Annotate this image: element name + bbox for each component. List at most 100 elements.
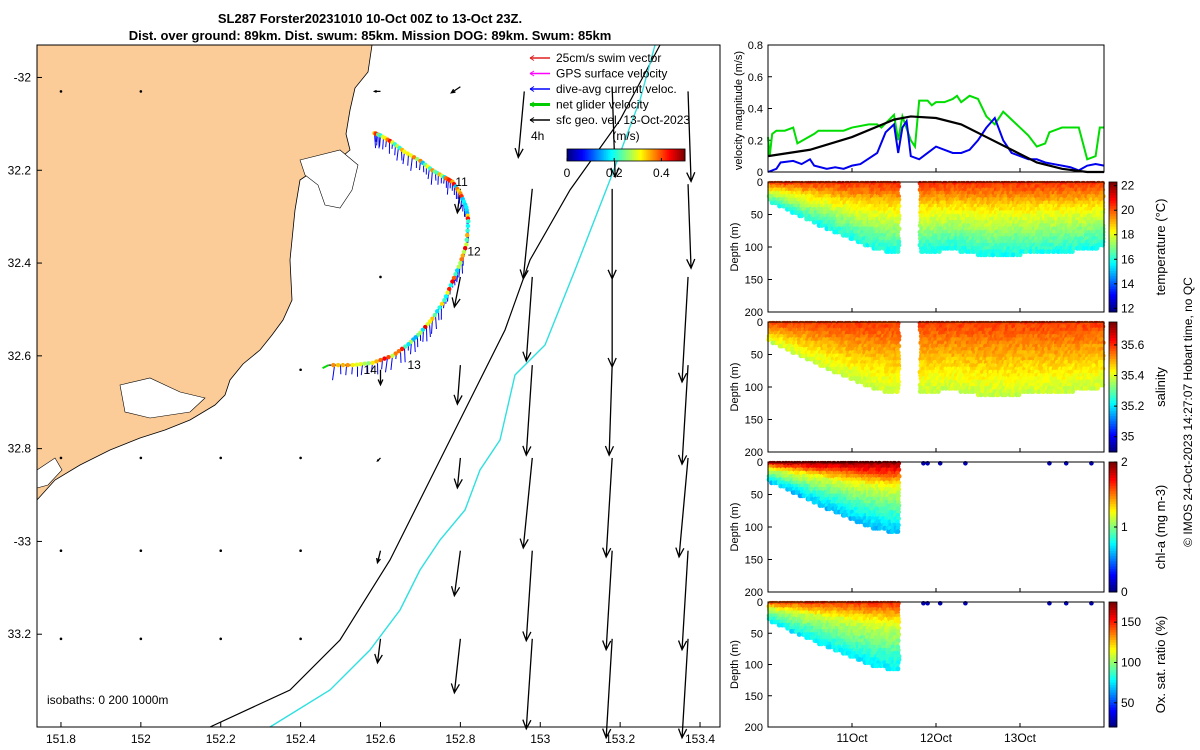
track-velocity-dot xyxy=(370,360,375,366)
map-colorbar-segment xyxy=(653,149,656,161)
map-colorbar-segment xyxy=(679,149,682,161)
geo-velocity-arrow xyxy=(299,456,302,460)
geo-velocity-arrow xyxy=(686,91,696,183)
geo-velocity-arrow xyxy=(59,637,63,641)
colorbar-tick-label: 16 xyxy=(1121,252,1135,266)
map-colorbar-segment xyxy=(627,149,631,161)
coastal-lake xyxy=(119,377,206,419)
map-colorbar-segment xyxy=(669,149,672,161)
map-colorbar-segment xyxy=(626,149,629,161)
track-velocity-dot xyxy=(453,271,458,277)
legend-arrowhead xyxy=(529,117,535,123)
track-velocity-dot xyxy=(435,309,440,314)
map-colorbar-segment xyxy=(657,149,660,161)
geo-velocity-arrow xyxy=(607,276,617,369)
map-colorbar-segment xyxy=(659,149,662,161)
geo-velocity-arrow xyxy=(374,638,383,665)
map-colorbar-segment xyxy=(594,149,597,161)
colorbar-tick-label: 20 xyxy=(1121,203,1135,217)
map-colorbar-segment xyxy=(610,149,613,161)
profile-dot xyxy=(894,389,900,394)
colorbar-segment xyxy=(1109,228,1117,232)
map-colorbar-segment xyxy=(651,149,655,161)
map-x-tick-label: 152.8 xyxy=(445,732,475,746)
dive-avg-current-vector xyxy=(390,355,393,370)
profile-dot xyxy=(1010,252,1016,258)
track-velocity-dot xyxy=(439,301,445,307)
colorbar-segment xyxy=(1109,301,1117,305)
velocity-y-tick-label: 0 xyxy=(757,167,763,179)
track-velocity-dot xyxy=(442,297,447,303)
geo-velocity-arrow xyxy=(519,457,533,550)
map-colorbar-segment xyxy=(582,149,586,161)
colorbar-segment xyxy=(1109,293,1117,297)
track-velocity-dot xyxy=(458,260,463,266)
map-colorbar-segment xyxy=(616,149,619,161)
map-colorbar-segment xyxy=(608,149,611,161)
coastline-land xyxy=(36,44,373,502)
track-velocity-dot xyxy=(443,294,449,299)
colorbar-segment xyxy=(1109,296,1117,300)
figure-title-line1: SL287 Forster20231010 10-Oct 00Z to 13-O… xyxy=(217,11,523,26)
colorbar-tick-label: 22 xyxy=(1121,179,1135,193)
profile-dot xyxy=(799,213,805,219)
geo-velocity-arrow xyxy=(522,365,533,457)
track-velocity-dot xyxy=(448,283,453,288)
velocity-y-tick-label: 0.8 xyxy=(748,40,763,52)
geo-velocity-arrow xyxy=(139,637,143,641)
map-x-tick-label: 153.2 xyxy=(605,732,635,746)
map-x-tick-label: 151.8 xyxy=(46,732,76,746)
map-colorbar-segment xyxy=(663,149,666,161)
profile-dot xyxy=(983,252,989,258)
profile-dot xyxy=(933,249,939,254)
map-colorbar-segment xyxy=(584,149,588,161)
coastal-lake xyxy=(299,149,359,209)
map-colorbar-segment xyxy=(588,149,592,161)
map-x-tick-label: 153 xyxy=(530,732,550,746)
dive-avg-current-vector xyxy=(431,318,433,334)
geo-velocity-arrow xyxy=(604,365,615,457)
colorbar-segment xyxy=(1109,215,1117,219)
map-colorbar-segment xyxy=(641,149,645,161)
colorbar-segment xyxy=(1109,283,1117,287)
geo-velocity-arrow xyxy=(377,369,384,387)
map-colorbar-segment xyxy=(681,149,684,161)
profile-dot xyxy=(1046,249,1052,254)
day-label: 14 xyxy=(364,363,378,377)
profile-dot xyxy=(794,210,800,215)
geo-velocity-arrow xyxy=(602,638,613,740)
geo-velocity-arrow xyxy=(677,365,689,466)
geo-velocity-arrow xyxy=(522,276,533,363)
profile-dot xyxy=(1071,245,1077,251)
map-colorbar-segment xyxy=(629,149,633,161)
track-velocity-dot xyxy=(390,353,395,359)
geo-velocity-arrow xyxy=(139,90,143,93)
map-y-tick-label: 32.8 xyxy=(8,442,32,456)
geo-velocity-arrow xyxy=(219,637,223,641)
map-colorbar-segment xyxy=(649,149,653,161)
track-velocity-dot xyxy=(382,356,387,361)
geo-velocity-arrow xyxy=(453,457,463,490)
colorbar-segment xyxy=(1109,254,1117,258)
track-velocity-dot xyxy=(415,156,420,162)
colorbar-segment xyxy=(1109,223,1117,227)
colorbar-segment xyxy=(1109,187,1117,191)
map-colorbar-segment xyxy=(612,149,615,161)
colorbar-segment xyxy=(1109,221,1117,225)
track-velocity-dot xyxy=(456,264,461,269)
colorbar-segment xyxy=(1109,275,1117,279)
colorbar-segment xyxy=(1109,306,1117,310)
colorbar-segment xyxy=(1109,218,1117,222)
dive-avg-current-vector xyxy=(332,365,336,381)
track-velocity-dot xyxy=(466,219,471,224)
colorbar-segment xyxy=(1109,267,1117,271)
geo-velocity-arrow xyxy=(139,456,143,460)
map-colorbar-segment xyxy=(665,149,668,161)
track-velocity-dot xyxy=(461,249,467,255)
track-velocity-dot xyxy=(402,149,407,154)
geo-velocity-arrow xyxy=(686,184,696,270)
velocity-series-line xyxy=(767,116,1105,173)
profile-dot xyxy=(895,249,901,254)
geo-velocity-arrow xyxy=(376,550,382,565)
